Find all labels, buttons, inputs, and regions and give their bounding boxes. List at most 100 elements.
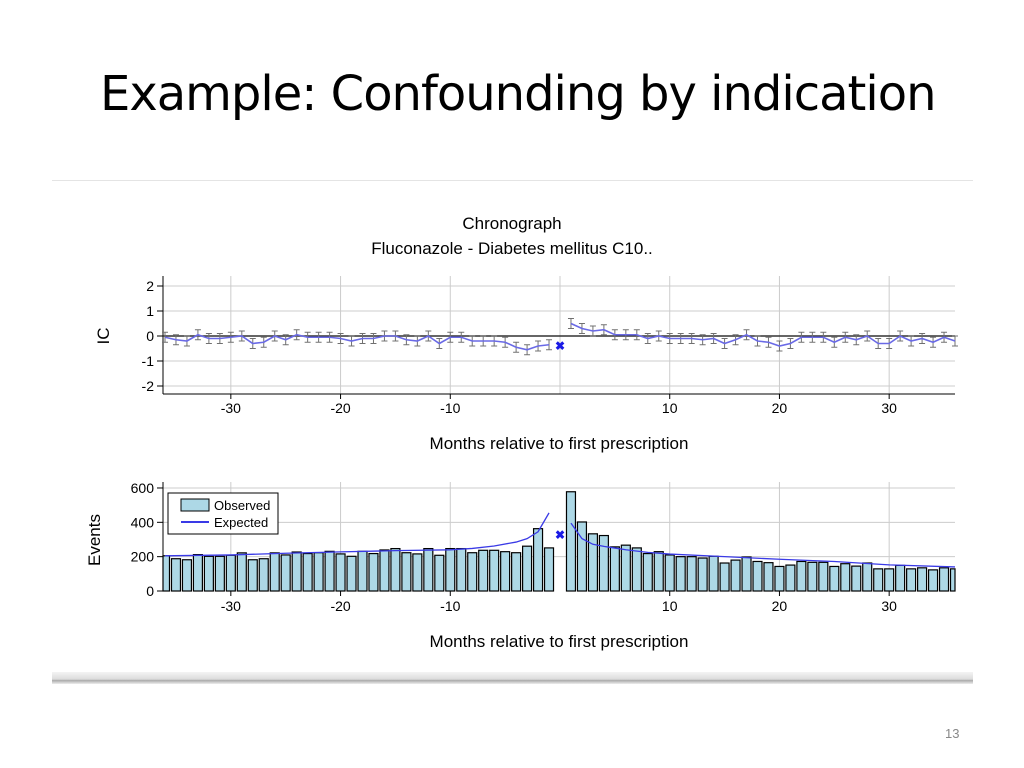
observed-bar: [532, 528, 544, 592]
events-xtick-label: -10: [440, 598, 460, 614]
observed-bar: [653, 551, 664, 592]
observed-bar: [225, 554, 236, 592]
observed-bar: [851, 565, 862, 592]
observed-bar: [906, 568, 917, 592]
ic-xtick-label: -30: [221, 400, 241, 416]
ic-ytick-label: 1: [146, 303, 154, 319]
events-xtick-label: 10: [662, 598, 678, 614]
observed-bar: [598, 534, 609, 592]
observed-bar: [324, 550, 335, 592]
observed-bar: [313, 552, 324, 592]
ic-ytick-label: 2: [146, 278, 154, 294]
observed-bar: [873, 568, 884, 592]
events-ytick-label: 200: [131, 549, 155, 565]
observed-bar: [895, 564, 906, 592]
observed-bar: [247, 559, 258, 592]
ic-xtick-label: 10: [662, 400, 678, 416]
observed-bar: [170, 558, 182, 592]
observed-bar: [302, 552, 313, 592]
observed-bar: [774, 565, 785, 592]
observed-bar: [181, 559, 193, 592]
observed-bar: [752, 560, 763, 592]
observed-bar: [949, 568, 956, 592]
observed-bar: [620, 544, 631, 592]
observed-bar: [368, 552, 379, 592]
events-xtick-label: 20: [772, 598, 788, 614]
observed-bar: [719, 562, 730, 592]
observed-bar: [489, 549, 500, 592]
observed-bar: [346, 555, 357, 592]
observed-bar: [927, 569, 939, 592]
observed-bar: [162, 555, 171, 592]
observed-bar: [664, 554, 675, 592]
observed-bar: [609, 546, 620, 592]
ic-xtick-label: -20: [330, 400, 350, 416]
observed-bar: [543, 547, 555, 592]
legend: Observed Expected: [167, 492, 279, 535]
observed-bar: [357, 550, 368, 592]
events-ylabel: Events: [85, 514, 104, 566]
observed-bar: [741, 556, 752, 592]
observed-bar: [192, 553, 204, 592]
ic-ylabel: IC: [94, 328, 113, 345]
ic-series-line: [570, 322, 956, 347]
chart-panel: [52, 180, 973, 681]
legend-observed-swatch: [180, 498, 210, 512]
observed-bar: [280, 554, 291, 592]
chart-subtitle: Fluconazole - Diabetes mellitus C10..: [371, 239, 653, 258]
observed-bar: [862, 562, 873, 592]
observed-bar: [631, 547, 642, 592]
page-number: 13: [945, 726, 960, 741]
observed-bar: [818, 561, 829, 592]
observed-bar: [686, 556, 697, 592]
observed-bar: [379, 549, 390, 592]
observed-bar: [390, 547, 401, 592]
legend-observed-label: Observed: [214, 498, 270, 513]
events-ytick-label: 600: [131, 480, 155, 496]
observed-bar: [840, 563, 851, 592]
ic-xtick-label: 20: [772, 400, 788, 416]
ic-ytick-label: 0: [146, 328, 154, 344]
observed-bar: [697, 557, 708, 592]
events-ytick-label: 400: [131, 514, 155, 530]
ic-xtick-label: -10: [440, 400, 460, 416]
events-ytick-label: 0: [146, 583, 154, 599]
observed-bar: [730, 559, 741, 592]
observed-bar: [675, 556, 686, 592]
observed-bar: [401, 552, 412, 592]
events-xtick-label: 30: [881, 598, 897, 614]
panel-bottom-divider: [52, 672, 973, 684]
observed-bar: [763, 562, 774, 592]
observed-bar: [291, 551, 302, 592]
observed-bar: [456, 547, 467, 592]
observed-bar: [708, 555, 719, 592]
observed-bar: [807, 561, 818, 592]
ic-ytick-label: -1: [142, 353, 155, 369]
observed-bar: [478, 549, 489, 592]
observed-bar: [938, 567, 950, 592]
legend-expected-label: Expected: [214, 515, 268, 530]
observed-bar: [565, 491, 577, 592]
expected-line: [570, 522, 956, 568]
observed-bar: [521, 545, 533, 592]
ic-xlabel: Months relative to first prescription: [430, 434, 689, 453]
observed-bar: [884, 568, 895, 592]
observed-bar: [576, 521, 588, 592]
ic-ytick-label: -2: [142, 378, 155, 394]
observed-bar: [511, 552, 522, 592]
observed-bar: [269, 552, 280, 592]
observed-bar: [796, 560, 807, 592]
ic-series-line: [164, 333, 550, 351]
observed-bar: [214, 555, 225, 592]
observed-bar: [829, 565, 840, 592]
observed-bar: [236, 552, 247, 592]
events-xtick-label: -20: [330, 598, 350, 614]
expected-line: [164, 512, 550, 557]
observed-bar: [785, 564, 796, 592]
observed-bar: [434, 554, 445, 592]
observed-bar: [916, 567, 928, 592]
observed-bar: [642, 552, 653, 592]
events-zero-marker: ✖: [555, 528, 565, 542]
observed-bar: [587, 533, 599, 592]
